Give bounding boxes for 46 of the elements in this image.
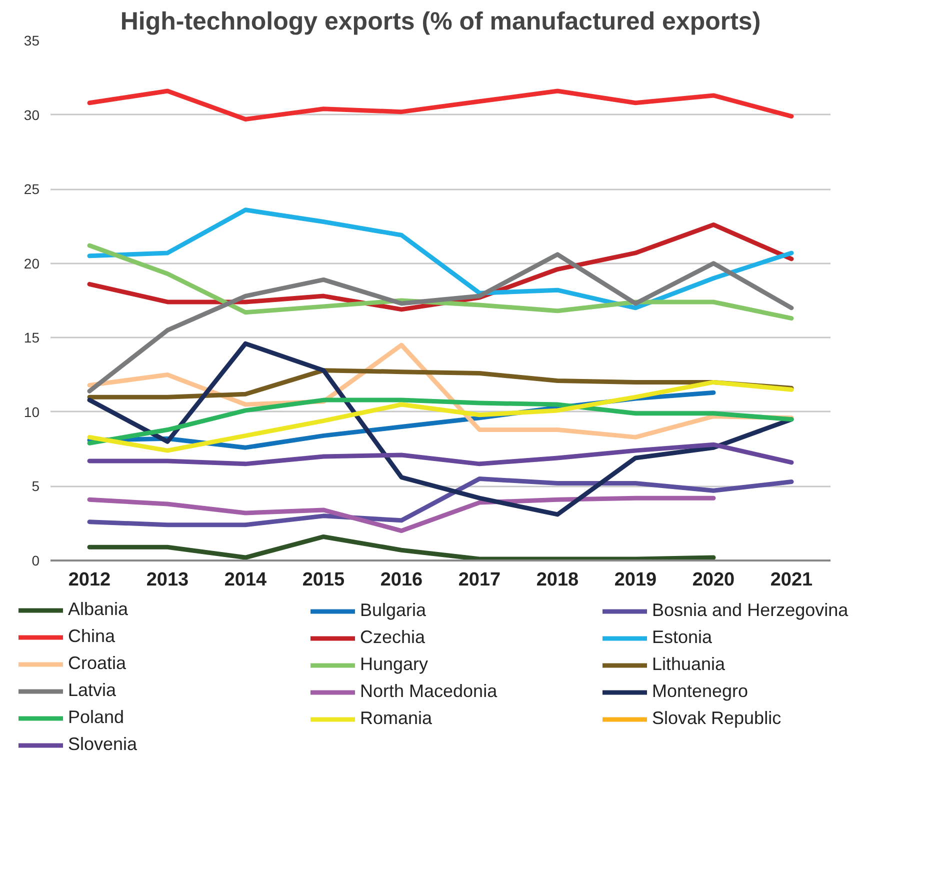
legend-label: Lithuania (652, 654, 726, 675)
legend-label: Bulgaria (360, 600, 428, 621)
y-tick-label: 10 (24, 404, 40, 420)
x-tick-label: 2018 (536, 570, 579, 590)
x-tick-label: 2019 (614, 570, 657, 590)
line-series (87, 398, 794, 446)
x-tick-label: 2016 (380, 570, 423, 590)
y-tick-label: 30 (24, 106, 40, 123)
legend-label: Estonia (652, 627, 714, 648)
legend-label: Slovenia (68, 734, 138, 755)
legend-label: China (68, 626, 116, 647)
x-tick-label: 2013 (146, 570, 189, 590)
legend-label: Czechia (360, 627, 426, 648)
legend-label: Romania (360, 708, 434, 729)
x-tick-label: 2014 (224, 570, 268, 590)
line-series (87, 341, 794, 517)
y-tick-label: 15 (24, 330, 40, 346)
legend-label: Montenegro (652, 681, 750, 702)
line-series (87, 476, 794, 528)
legend-label: Hungary (360, 654, 430, 675)
y-tick-label: 20 (24, 255, 40, 272)
chart-title: High-technology exports (% of manufactured exports) (120, 8, 761, 36)
legend-label: Albania (68, 599, 130, 620)
x-tick-label: 2012 (68, 570, 111, 590)
x-tick-label: 2020 (692, 570, 735, 590)
x-tick-label: 2021 (770, 570, 814, 590)
line-series (87, 380, 794, 453)
y-tick-label: 5 (32, 478, 40, 494)
legend-label: North Macedonia (360, 681, 498, 702)
legend-label: Slovak Republic (652, 708, 782, 729)
line-series (87, 208, 794, 310)
legend-label: Croatia (68, 653, 128, 674)
line-series (87, 88, 794, 122)
line-series (87, 534, 716, 560)
x-tick-label: 2015 (302, 570, 346, 590)
legend-label: Poland (68, 707, 126, 728)
y-tick-label: 35 (24, 32, 40, 48)
line-series (87, 252, 794, 394)
y-tick-label: 25 (24, 181, 40, 198)
line-series (87, 243, 794, 321)
line-series (87, 442, 794, 466)
line-series (87, 496, 716, 534)
y-tick-label: 0 (32, 552, 40, 568)
legend-label: Latvia (68, 680, 118, 701)
legend-label: Bosnia and Herzegovina (652, 600, 848, 621)
x-tick-label: 2017 (458, 570, 501, 590)
